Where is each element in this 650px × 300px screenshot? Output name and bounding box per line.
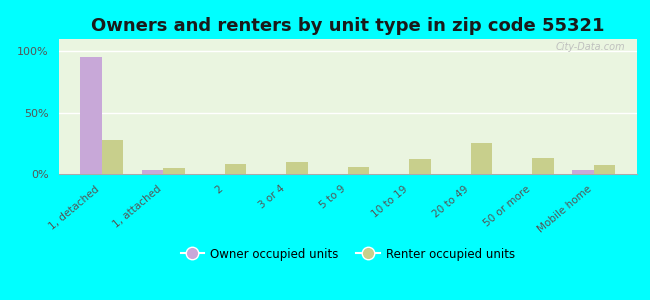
Bar [410, 159, 431, 174]
Bar [163, 168, 185, 174]
Bar [80, 57, 101, 174]
Bar [142, 170, 163, 174]
Bar [532, 158, 554, 174]
Bar [286, 162, 307, 174]
Bar [348, 167, 369, 174]
Bar [101, 140, 123, 174]
Bar [225, 164, 246, 174]
Bar [573, 170, 594, 174]
Bar [594, 165, 616, 174]
Legend: Owner occupied units, Renter occupied units: Owner occupied units, Renter occupied un… [176, 243, 519, 265]
Title: Owners and renters by unit type in zip code 55321: Owners and renters by unit type in zip c… [91, 17, 604, 35]
Text: City-Data.com: City-Data.com [556, 42, 625, 52]
Bar [471, 143, 493, 174]
